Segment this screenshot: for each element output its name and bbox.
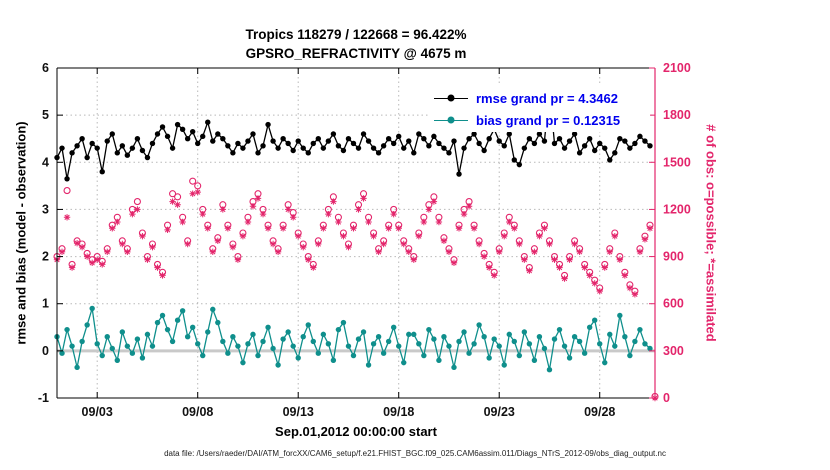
svg-text:09/28: 09/28 (584, 405, 615, 419)
right-axis-label: # of obs: o=possible; *=assimilated (703, 124, 719, 342)
legend-label-rmse: rmse grand pr = 4.3462 (476, 90, 618, 106)
svg-text:1500: 1500 (663, 155, 691, 169)
svg-text:4: 4 (42, 155, 49, 169)
svg-text:09/08: 09/08 (182, 405, 213, 419)
left-axis-label: rmse and bias (model - observation) (13, 121, 29, 345)
svg-text:5: 5 (42, 108, 49, 122)
svg-text:09/03: 09/03 (82, 405, 113, 419)
legend-item-rmse: rmse grand pr = 4.3462 (434, 87, 646, 109)
svg-text:6: 6 (42, 61, 49, 75)
svg-text:900: 900 (663, 250, 684, 264)
plot-subtitle: GPSRO_REFRACTIVITY @ 4675 m (245, 46, 467, 61)
bias-line-marker-swatch (434, 115, 468, 125)
svg-text:09/13: 09/13 (283, 405, 314, 419)
svg-text:2100: 2100 (663, 61, 691, 75)
svg-text:1800: 1800 (663, 108, 691, 122)
svg-text:300: 300 (663, 344, 684, 358)
svg-text:-1: -1 (38, 391, 49, 405)
data-file-caption: data file: /Users/raeder/DAI/ATM_forcXX/… (164, 449, 666, 458)
legend-item-bias: bias grand pr = 0.12315 (434, 109, 646, 131)
legend: rmse grand pr = 4.3462 bias grand pr = 0… (430, 86, 650, 132)
rmse-line-marker-swatch (434, 93, 468, 103)
svg-text:09/18: 09/18 (383, 405, 414, 419)
svg-text:3: 3 (42, 202, 49, 216)
svg-text:1200: 1200 (663, 202, 691, 216)
svg-text:600: 600 (663, 297, 684, 311)
x-axis-label: Sep.01,2012 00:00:00 start (275, 424, 437, 439)
svg-text:09/23: 09/23 (484, 405, 515, 419)
svg-text:0: 0 (42, 344, 49, 358)
legend-label-bias: bias grand pr = 0.12315 (476, 112, 621, 128)
svg-text:2: 2 (42, 250, 49, 264)
svg-text:0: 0 (663, 391, 670, 405)
plot-title: Tropics 118279 / 122668 = 96.422% (245, 27, 467, 42)
svg-text:1: 1 (42, 297, 49, 311)
